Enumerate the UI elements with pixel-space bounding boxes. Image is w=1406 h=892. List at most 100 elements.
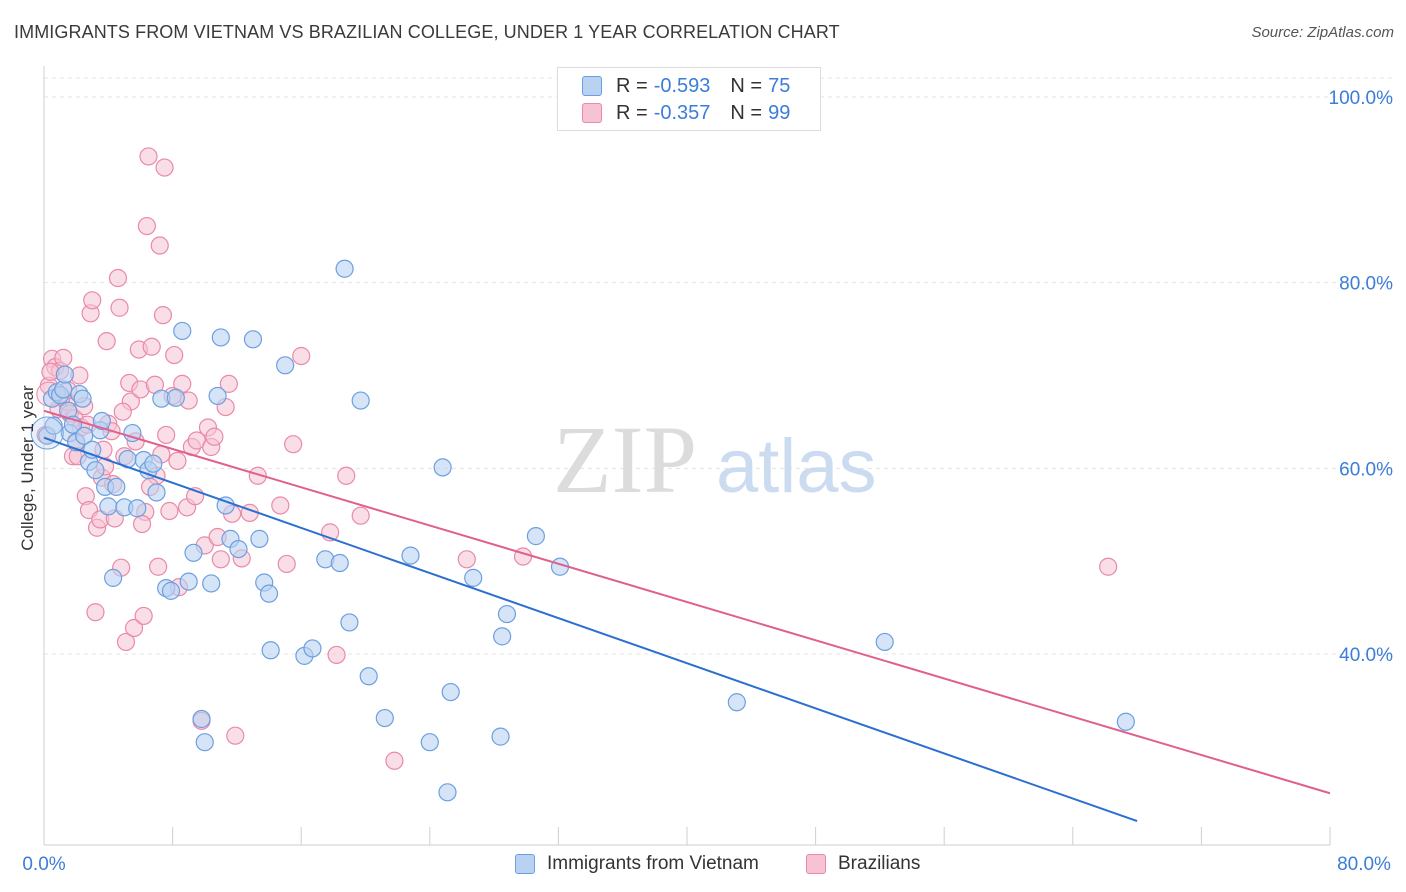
point-brazilians [150, 236, 169, 255]
point-brazilians [54, 348, 73, 367]
point-brazilians [457, 550, 476, 569]
point-brazilians [277, 554, 296, 574]
source-note: Source: ZipAtlas.com [1251, 24, 1394, 41]
point-vietnam [335, 259, 354, 278]
point-brazilians [168, 451, 187, 471]
point-brazilians [108, 268, 128, 288]
legend-n-value: 99 [768, 101, 791, 124]
gridlines [44, 77, 1392, 655]
y-axis-label: College, Under 1 year [18, 385, 37, 551]
point-brazilians [385, 751, 404, 770]
watermark-zip: ZIP [553, 406, 697, 513]
point-brazilians [155, 158, 174, 177]
point-vietnam [526, 527, 545, 546]
point-vietnam [128, 499, 147, 518]
point-vietnam [86, 461, 105, 480]
point-vietnam [216, 496, 235, 515]
legend-n-label: N = [730, 74, 763, 97]
stats-legend: R = -0.593 N = 75 R = -0.357 N = 99 [557, 67, 821, 131]
legend-row-brazilians: R = -0.357 N = 99 [582, 100, 790, 126]
x-tick-label: 80.0% [1337, 854, 1391, 875]
point-brazilians [97, 332, 116, 351]
y-tick-label: 80.0% [1339, 274, 1393, 295]
bottom-legend-swatch-vietnam [515, 854, 535, 874]
legend-row-vietnam: R = -0.593 N = 75 [582, 73, 790, 99]
point-vietnam [491, 727, 510, 746]
bottom-legend-label-vietnam: Immigrants from Vietnam [547, 853, 759, 874]
point-brazilians [142, 337, 161, 356]
point-vietnam [55, 365, 74, 384]
legend-r-label: R = [616, 74, 648, 97]
point-vietnam [433, 458, 452, 477]
point-vietnam [195, 733, 214, 752]
point-vietnam [73, 389, 92, 408]
point-vietnam [75, 426, 94, 445]
point-vietnam [173, 321, 192, 341]
point-vietnam [441, 682, 460, 702]
point-vietnam [99, 497, 118, 516]
point-brazilians [137, 216, 156, 236]
legend-r-value: -0.357 [653, 101, 711, 124]
legend-n-label: N = [730, 101, 763, 124]
point-brazilians [271, 496, 290, 515]
legend-r-value: -0.593 [653, 74, 711, 97]
point-vietnam [727, 693, 746, 712]
legend-n-value: 75 [768, 74, 791, 97]
point-brazilians [83, 291, 102, 310]
point-brazilians [124, 618, 144, 638]
point-vietnam [243, 330, 263, 349]
point-vietnam [144, 454, 163, 473]
point-vietnam [147, 483, 166, 502]
point-vietnam [351, 391, 370, 410]
point-brazilians [110, 298, 129, 317]
y-tick-label: 100.0% [1329, 88, 1394, 109]
legend-r-label: R = [616, 101, 648, 124]
legend-swatch-brazilians [582, 103, 602, 123]
point-brazilians [292, 346, 311, 366]
point-brazilians [149, 557, 168, 576]
point-vietnam [276, 356, 295, 375]
point-vietnam [92, 411, 111, 431]
point-vietnam [340, 613, 359, 632]
chart-title: IMMIGRANTS FROM VIETNAM VS BRAZILIAN COL… [14, 22, 840, 42]
point-vietnam [497, 604, 517, 624]
point-vietnam [250, 529, 269, 548]
trend-line-brazilians [43, 409, 1331, 795]
point-vietnam [208, 386, 227, 406]
point-brazilians [219, 374, 238, 393]
watermark: ZIP atlas [553, 406, 877, 513]
point-vietnam [229, 539, 248, 559]
series-vietnam [30, 259, 1135, 802]
point-vietnam [401, 546, 420, 565]
point-brazilians [205, 427, 224, 446]
point-brazilians [160, 501, 179, 521]
axes [43, 66, 1331, 846]
point-vietnam [104, 568, 123, 587]
point-brazilians [284, 435, 303, 454]
point-vietnam [179, 572, 198, 591]
point-brazilians [113, 402, 132, 421]
bottom-legend-swatch-brazilians [806, 854, 826, 874]
point-brazilians [132, 514, 152, 534]
point-vietnam [211, 328, 230, 347]
point-vietnam [259, 584, 279, 603]
point-vietnam [261, 641, 280, 660]
point-vietnam [875, 632, 894, 652]
point-vietnam [184, 543, 203, 562]
x-tick-labels: 0.0% 80.0% [22, 854, 1391, 875]
point-brazilians [157, 425, 176, 445]
watermark-atlas: atlas [716, 424, 877, 509]
point-brazilians [134, 606, 153, 626]
point-brazilians [211, 550, 230, 569]
point-vietnam [438, 783, 457, 802]
bottom-legend-label-brazilians: Brazilians [838, 853, 921, 874]
point-vietnam [1116, 712, 1135, 731]
y-tick-label: 40.0% [1339, 645, 1393, 666]
point-vietnam [166, 388, 185, 407]
point-vietnam [493, 627, 512, 646]
y-tick-labels: 40.0% 60.0% 80.0% 100.0% [1329, 88, 1394, 666]
point-brazilians [327, 645, 346, 665]
bottom-legend-brazilians: Brazilians [806, 852, 920, 876]
y-tick-label: 60.0% [1339, 459, 1393, 480]
